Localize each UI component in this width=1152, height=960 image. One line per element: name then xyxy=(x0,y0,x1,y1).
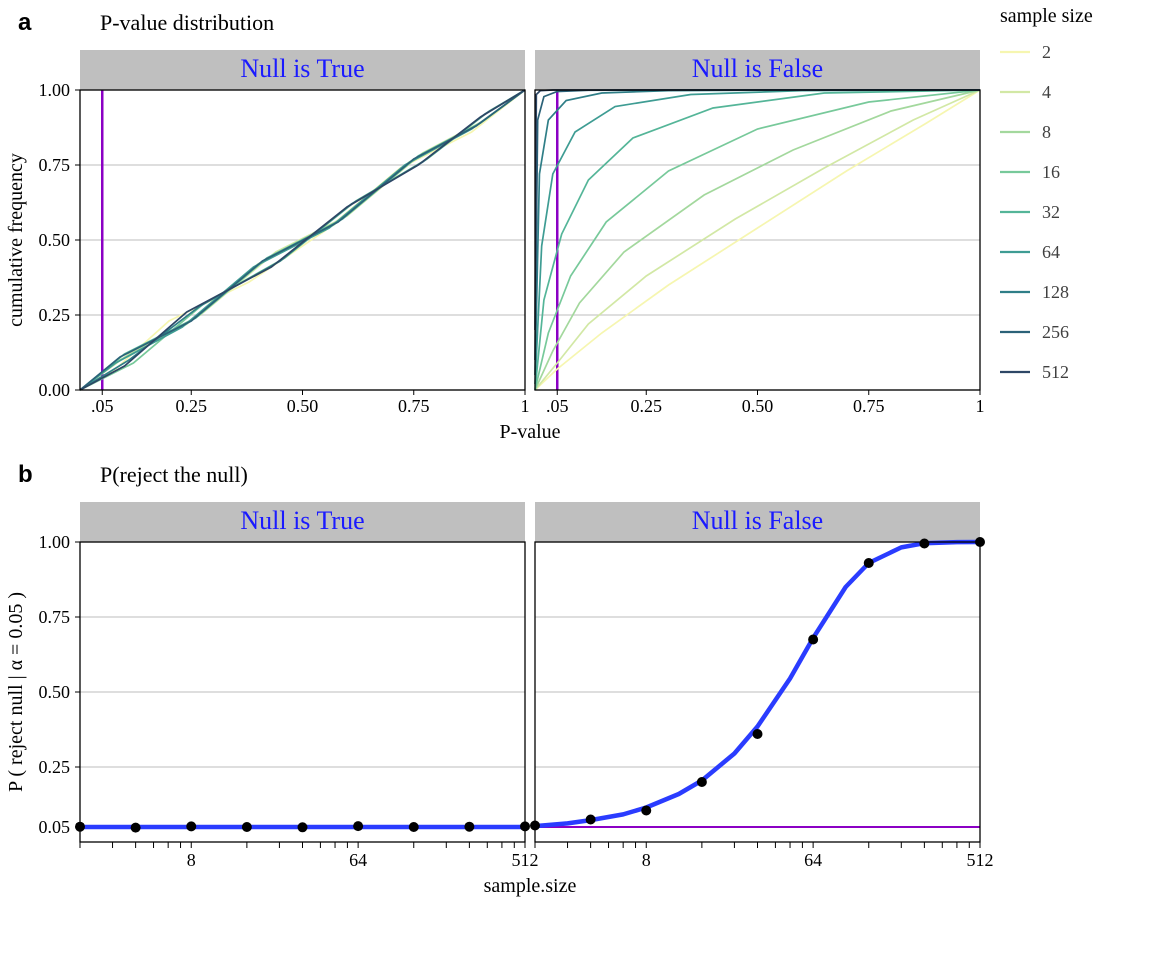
panel-letter-a: a xyxy=(18,9,32,36)
data-point xyxy=(242,822,252,832)
title-b: P(reject the null) xyxy=(100,462,248,487)
ytick-label: 0.50 xyxy=(39,230,71,250)
ecdf-line-8 xyxy=(535,90,980,330)
strip-b-left-label: Null is True xyxy=(240,506,364,535)
panel-a-right: .05 0.25 0.50 0.75 1 xyxy=(535,90,985,416)
ytick-label: 1.00 xyxy=(39,80,71,100)
legend-label-8: 8 xyxy=(1042,122,1051,142)
legend-label-32: 32 xyxy=(1042,202,1060,222)
strip-a-right-label: Null is False xyxy=(692,54,823,83)
panel-a-left: .05 0.25 0.50 0.75 1 xyxy=(80,90,530,416)
xtick-label: .05 xyxy=(91,396,114,416)
xtick-label: 0.25 xyxy=(176,396,208,416)
ytick-label: 0.50 xyxy=(39,682,71,702)
xtick-label: 0.50 xyxy=(287,396,319,416)
figure-svg: a P-value distribution b P(reject the null)… xyxy=(0,0,1152,960)
xtick-label: 64 xyxy=(349,850,367,870)
xtick-label: 0.75 xyxy=(853,396,885,416)
data-point xyxy=(864,558,874,568)
ylabel-b: P ( reject null | α = 0.05 ) xyxy=(5,592,27,792)
xlabel-b: sample.size xyxy=(484,875,577,897)
xtick-label: 512 xyxy=(967,850,994,870)
legend-label-256: 256 xyxy=(1042,322,1069,342)
legend-label-2: 2 xyxy=(1042,42,1051,62)
xtick-label: 0.25 xyxy=(631,396,663,416)
panel-b-right: 8 64 512 xyxy=(530,537,994,870)
data-point xyxy=(697,777,707,787)
panel-b-left: 8 64 512 xyxy=(75,542,539,870)
xtick-label: 8 xyxy=(187,850,196,870)
data-point xyxy=(753,729,763,739)
legend-label-128: 128 xyxy=(1042,282,1069,302)
legend-label-4: 4 xyxy=(1042,82,1051,102)
data-point xyxy=(298,822,308,832)
panel-letter-b: b xyxy=(18,461,33,488)
ytick-label: 0.00 xyxy=(39,380,71,400)
xtick-label: 0.75 xyxy=(398,396,430,416)
data-point xyxy=(464,822,474,832)
xtick-label: 64 xyxy=(804,850,822,870)
xtick-label: 0.50 xyxy=(742,396,774,416)
strip-a-left-label: Null is True xyxy=(240,54,364,83)
ytick-label: 0.25 xyxy=(39,305,71,325)
xtick-label: 512 xyxy=(512,850,539,870)
data-point xyxy=(586,815,596,825)
xlabel-a: P-value xyxy=(499,421,560,443)
xtick-label: 1 xyxy=(521,396,530,416)
legend-label-16: 16 xyxy=(1042,162,1060,182)
legend-title: sample size xyxy=(1000,5,1093,27)
legend-label-64: 64 xyxy=(1042,242,1060,262)
data-point xyxy=(186,821,196,831)
strip-b-right-label: Null is False xyxy=(692,506,823,535)
ytick-label: 0.75 xyxy=(39,155,71,175)
data-point xyxy=(409,822,419,832)
ytick-label: 0.75 xyxy=(39,607,71,627)
xtick-label: 1 xyxy=(976,396,985,416)
ylabel-a: cumulative frequency xyxy=(5,153,27,327)
data-point xyxy=(131,823,141,833)
figure-root: a P-value distribution b P(reject the null)… xyxy=(0,0,1152,960)
data-point xyxy=(808,635,818,645)
ytick-label: 1.00 xyxy=(39,532,71,552)
legend-label-512: 512 xyxy=(1042,362,1069,382)
data-point xyxy=(353,821,363,831)
power-curve xyxy=(535,542,980,826)
ytick-label: 0.05 xyxy=(39,817,71,837)
title-a: P-value distribution xyxy=(100,10,274,35)
xtick-label: .05 xyxy=(546,396,569,416)
ecdf-line-5 xyxy=(535,90,980,384)
data-point xyxy=(641,806,651,816)
data-point xyxy=(919,539,929,549)
ytick-label: 0.25 xyxy=(39,757,71,777)
xtick-label: 8 xyxy=(642,850,651,870)
